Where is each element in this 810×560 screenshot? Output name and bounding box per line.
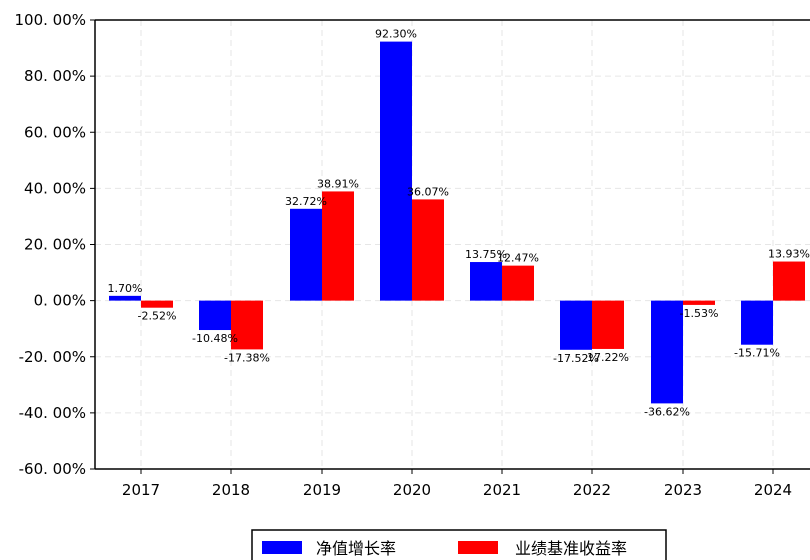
bars-layer [109,42,805,404]
data-label: -10.48% [192,332,238,345]
bar-benchmark-return [683,301,715,305]
legend-label: 业绩基准收益率 [515,539,627,558]
bar-benchmark-return [502,266,534,301]
bar-nav-growth [109,296,141,301]
data-label: 12.47% [497,252,539,265]
legend-swatch [458,541,498,554]
bar-benchmark-return [412,199,444,300]
data-label: -2.52% [138,310,177,323]
data-label: 17.22% [587,351,629,364]
y-tick-label: -60. 00% [19,460,86,478]
x-tick-label: 2023 [664,481,702,499]
grid-layer [95,20,810,469]
data-label: 38.91% [317,177,359,190]
data-label: 36.07% [407,185,449,198]
data-label: -17.38% [224,351,270,364]
bar-benchmark-return [592,301,624,349]
bar-nav-growth [290,209,322,301]
data-label: 32.72% [285,195,327,208]
y-tick-label: -40. 00% [19,404,86,422]
legend: 净值增长率 业绩基准收益率 [252,530,666,560]
data-label: -15.71% [734,347,780,360]
bar-nav-growth [199,301,231,330]
x-tick-label: 2017 [122,481,160,499]
x-tick-label: 2024 [754,481,792,499]
x-tick-label: 2018 [212,481,250,499]
bar-nav-growth [741,301,773,345]
y-tick-label: -20. 00% [19,348,86,366]
y-tick-label: 20. 00% [24,236,86,254]
bar-nav-growth [560,301,592,350]
y-tick-label: 100. 00% [14,11,86,29]
bar-benchmark-return [141,301,173,308]
bar-nav-growth [651,301,683,404]
data-label: -1.53% [680,307,719,320]
y-tick-label: 0. 00% [34,292,86,310]
bar-nav-growth [380,42,412,301]
legend-label: 净值增长率 [316,539,396,558]
x-tick-label: 2021 [483,481,521,499]
bar-nav-growth [470,262,502,301]
legend-swatch [262,541,302,554]
x-tick-label: 2020 [393,481,431,499]
data-label: -36.62% [644,405,690,418]
data-label: 1.70% [108,282,143,295]
y-tick-label: 60. 00% [24,123,86,141]
data-label: 92.30% [375,28,417,41]
y-tick-label: 40. 00% [24,179,86,197]
x-tick-label: 2019 [303,481,341,499]
y-tick-label: 80. 00% [24,67,86,85]
bar-benchmark-return [773,262,805,301]
data-label: 13.93% [768,248,810,261]
labels-layer: 1.70%-10.48%32.72%92.30%13.75%-17.52%-36… [108,28,810,419]
x-tick-label: 2022 [573,481,611,499]
